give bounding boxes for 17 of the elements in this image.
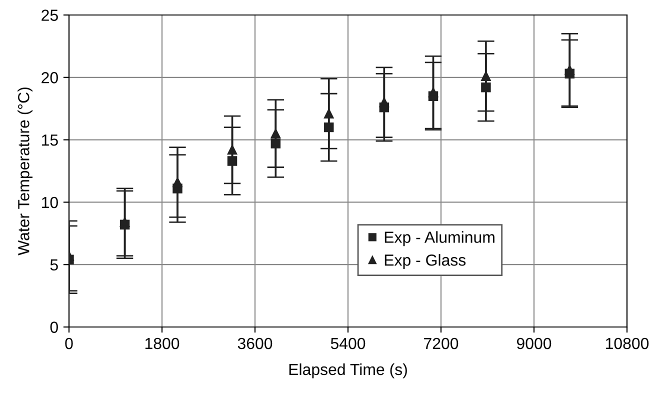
x-tick-label: 9000 bbox=[516, 338, 552, 350]
x-tick-label: 3600 bbox=[238, 338, 272, 350]
x-tick-label: 1800 bbox=[145, 338, 180, 350]
x-tick-label: 7200 bbox=[424, 338, 458, 350]
x-axis-title: Elapsed Time (s) bbox=[289, 363, 407, 378]
y-tick-label: 25 bbox=[42, 10, 58, 21]
y-tick-label: 10 bbox=[42, 196, 58, 208]
y-tick-label: 20 bbox=[42, 72, 58, 84]
legend-label: Exp - Aluminum bbox=[384, 231, 494, 246]
x-tick-label: 0 bbox=[65, 338, 73, 350]
x-tick-label: 10800 bbox=[606, 338, 649, 350]
y-axis-title: Water Temperature (°C) bbox=[18, 88, 32, 256]
y-tick-label: 0 bbox=[50, 322, 58, 333]
x-tick-label: 5400 bbox=[330, 338, 366, 350]
y-tick-label: 15 bbox=[42, 134, 58, 146]
y-tick-label: 5 bbox=[50, 259, 58, 271]
legend-label: Exp - Glass bbox=[384, 254, 466, 269]
